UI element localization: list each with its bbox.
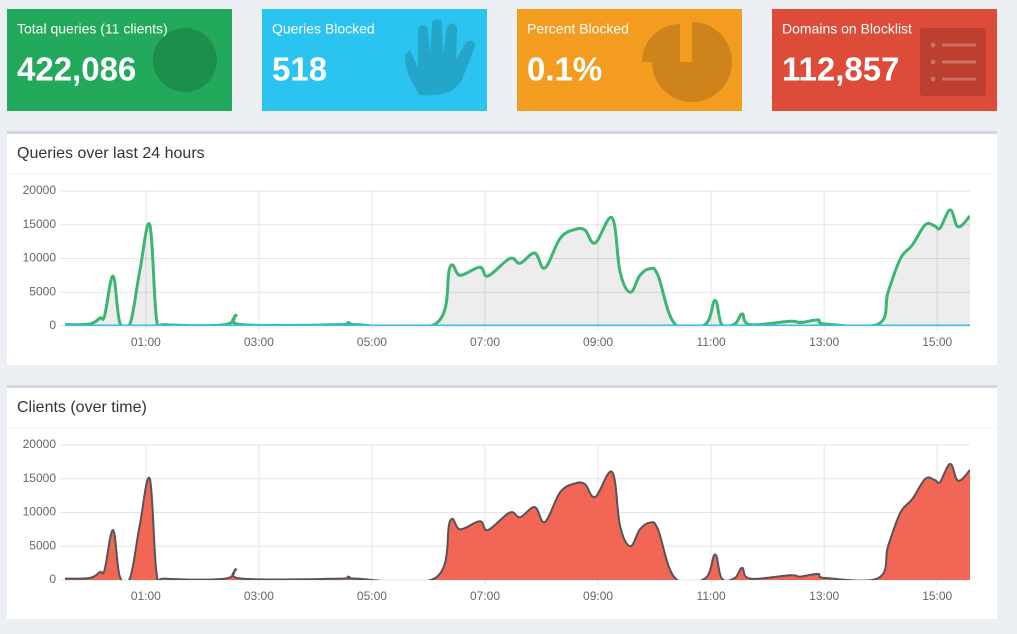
x-tick-label: 07:00 [470,335,500,349]
stat-value: 112,857 [782,51,899,88]
x-tick-label: 05:00 [357,589,387,603]
panels: Queries over last 24 hours 0 5000 10000 1500… [7,131,997,619]
x-tick-label: 13:00 [809,589,839,603]
y-tick-label: 5000 [29,538,56,552]
line [65,208,970,326]
icons [153,19,986,102]
x-tick-label: 09:00 [583,335,613,349]
y-tick-label: 20000 [23,437,57,451]
list-line [942,60,976,64]
list-icon [920,28,986,96]
area [65,209,970,326]
x-tick-label: 13:00 [809,335,839,349]
y-tick-label: 10000 [23,251,57,265]
line [65,462,970,580]
panel-title: Queries over last 24 hours [17,145,205,162]
panel [7,385,997,619]
x-tick-label: 07:00 [470,589,500,603]
stat-value: 422,086 [17,51,136,88]
stat-label: Percent Blocked [527,21,629,37]
panel-top-border [7,131,997,134]
x-tick-label: 03:00 [244,335,274,349]
stat-value: 518 [272,51,327,88]
panel-title: Clients (over time) [17,399,147,416]
x-tick-label: 01:00 [131,335,161,349]
y-tick-label: 10000 [23,505,57,519]
stat-label: Domains on Blocklist [782,21,912,37]
area [65,463,970,580]
list-dot [930,59,936,65]
x-tick-label: 05:00 [357,335,387,349]
pie-slice-icon [642,24,680,62]
x-tick-label: 01:00 [131,589,161,603]
x-tick-label: 15:00 [922,589,952,603]
globe-icon [153,28,217,92]
list-line [942,77,976,81]
stat-value: 0.1% [527,51,602,88]
stat-label: Queries Blocked [272,21,375,37]
y-tick-label: 0 [49,318,56,332]
stat-card [772,9,997,111]
stat-card [7,9,232,111]
y-tick-label: 20000 [23,183,57,197]
y-tick-label: 15000 [23,471,57,485]
list-dot [930,42,936,48]
x-tick-label: 03:00 [244,589,274,603]
stat-cards: Total queries (11 clients) 422,086 Queries… [7,9,997,111]
panel-top-border [7,385,997,388]
x-tick-label: 11:00 [697,335,726,349]
list-dot [930,76,936,82]
x-tick-label: 09:00 [583,589,613,603]
stat-label: Total queries (11 clients) [17,21,168,37]
stat-card [262,9,487,111]
x-tick-label: 11:00 [697,589,726,603]
panel [7,131,997,365]
y-tick-label: 15000 [23,217,57,231]
y-tick-label: 5000 [29,284,56,298]
x-tick-label: 15:00 [922,335,952,349]
y-tick-label: 0 [49,572,56,586]
stat-card [517,9,742,111]
pie-icon [652,22,732,102]
hand-icon [405,19,475,96]
list-line [942,43,976,47]
